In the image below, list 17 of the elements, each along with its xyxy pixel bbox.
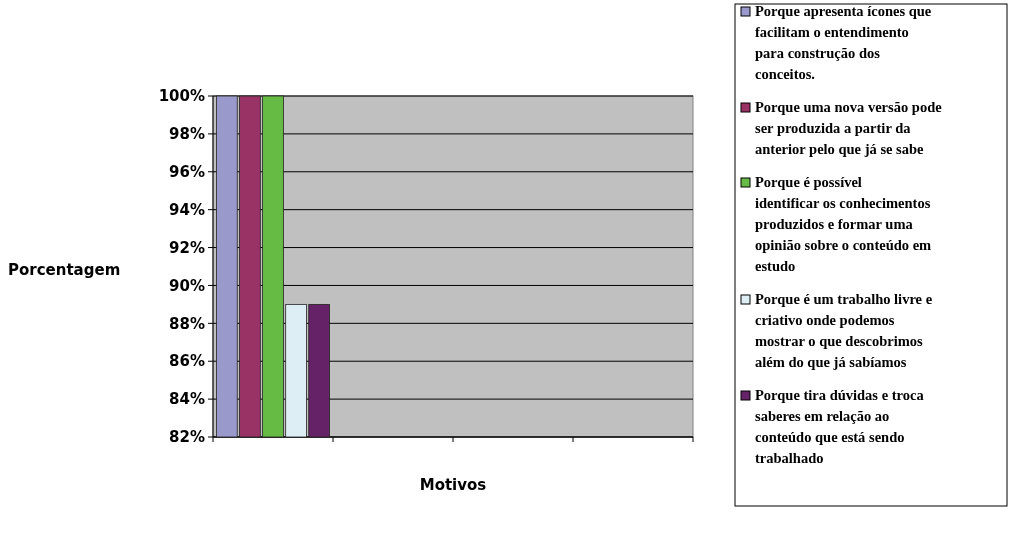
y-tick-label: 100% [158, 87, 205, 106]
y-tick-label: 92% [169, 238, 205, 257]
y-tick-label: 96% [169, 163, 205, 182]
legend-label: Porque apresenta ícones que facilitam o entendimento para construção dos conceitos. [755, 3, 932, 82]
legend-label: Porque tira dúvidas e troca saberes em relação ao conteúdo que está sendo trabalhado [755, 387, 925, 466]
y-tick-label: 90% [169, 276, 205, 295]
y-tick-label: 84% [169, 390, 205, 409]
y-tick-label: 98% [169, 125, 205, 144]
y-tick-label: 82% [169, 428, 205, 447]
y-tick-label: 86% [169, 352, 205, 371]
legend-label: Porque é um trabalho livre e criativo onde podemos mostrar o que descobrimos além do que já sabíamos [755, 291, 933, 370]
legend-label: Porque é possível identificar os conhecimentos produzidos e formar uma opinião sobre o conteúdo em estudo [755, 174, 932, 274]
y-axis-title: Porcentagem [8, 260, 121, 279]
y-tick-label: 94% [169, 200, 205, 219]
x-axis-title: Motivos [419, 476, 487, 494]
y-tick-label: 88% [169, 314, 205, 333]
legend-label: Porque uma nova versão pode ser produzida a partir da anterior pelo que já se sabe [755, 99, 943, 157]
